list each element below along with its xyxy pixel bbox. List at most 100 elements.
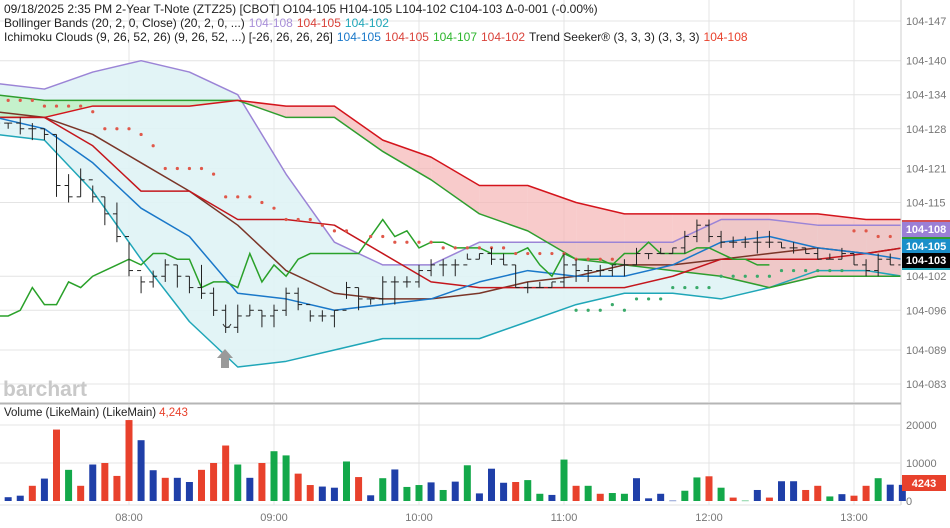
price-bar [596, 264, 605, 277]
price-bar [439, 259, 448, 277]
trend-seeker-dot-green [816, 268, 820, 273]
bollinger-upper-axis-box [902, 222, 950, 237]
trend-seeker-dot-green [671, 285, 675, 290]
price-bar [4, 122, 13, 129]
price-bar [149, 270, 158, 288]
volume-bar [28, 485, 36, 501]
trend-seeker-dot-red [514, 251, 518, 256]
trend-seeker-dot-red [320, 223, 324, 227]
volume-bar [185, 482, 193, 501]
price-bar [874, 253, 883, 277]
price-bar [463, 253, 472, 266]
trend-seeker-dot-green [779, 268, 784, 273]
trend-seeker-dot-red [224, 195, 228, 199]
time-tick-label: 12:00 [695, 512, 723, 524]
price-bar [584, 264, 593, 282]
price-tick-label: 104-115 [906, 198, 946, 210]
price-bar [825, 253, 834, 260]
low-marker-arrow-icon [217, 349, 233, 368]
ichimoku-span-b-value: 104-102 [481, 30, 526, 44]
trend-seeker-value: 104-108 [703, 30, 748, 44]
ichimoku-span-b-line [0, 99, 901, 221]
last-price-axis-label: 104-103 [906, 255, 946, 267]
price-bar [88, 179, 97, 203]
price-bar [511, 264, 520, 289]
cloud-bullish-segment [92, 100, 142, 107]
trend-seeker-dot-red [453, 246, 457, 250]
volume-bar [693, 477, 701, 501]
trend-seeker-dot-green [695, 285, 699, 290]
trend-seeker-dot-green [840, 268, 844, 273]
price-bar [427, 259, 436, 277]
volume-bar [475, 493, 483, 501]
ichimoku-base-value: 104-105 [384, 30, 429, 44]
volume-bar [210, 463, 218, 501]
price-bar [705, 219, 713, 243]
volume-bar [765, 497, 773, 501]
volume-bar [222, 445, 230, 501]
time-tick-label: 09:00 [260, 512, 288, 524]
price-bar [270, 304, 278, 328]
trend-seeker-dot-green [622, 308, 627, 312]
trend-seeker-dot-red [369, 234, 373, 239]
trend-seeker-dot-red [151, 144, 155, 148]
volume-bar [633, 478, 640, 501]
volume-bar [40, 478, 48, 501]
price-bar [632, 247, 641, 266]
cloud-bearish-segment [527, 185, 577, 260]
price-bar [185, 275, 194, 294]
trend-seeker-dot-green [634, 297, 639, 301]
volume-bar [814, 485, 822, 501]
trend-seeker-dot-red [260, 200, 264, 205]
price-bar [475, 253, 484, 260]
bollinger-legend[interactable]: Bollinger Bands (20, 2, 0, Close) (20, 2… [4, 16, 393, 30]
volume-legend[interactable]: Volume (LikeMain) (LikeMain) 4,243 [4, 407, 188, 419]
ichimoku-legend[interactable]: Ichimoku Clouds (9, 26, 52, 26) (9, 26, … [4, 30, 752, 44]
trend-seeker-dot-red [103, 127, 107, 131]
volume-bar [596, 493, 604, 501]
price-tick-label: 104-147 [906, 16, 946, 28]
volume-bar [584, 485, 592, 501]
price-bar [257, 309, 266, 328]
price-bar [76, 168, 85, 198]
trend-seeker-dot-red [586, 257, 590, 261]
trend-seeker-dot-red [115, 127, 119, 131]
volume-bar [717, 487, 725, 501]
volume-bar [258, 463, 266, 501]
volume-bar [149, 470, 157, 501]
quote-header: 09/18/2025 2:35 PM 2-Year T-Note (ZTZ25)… [4, 2, 602, 16]
price-bar [137, 270, 146, 294]
price-bar [28, 123, 37, 141]
trend-seeker-dot-red [876, 234, 880, 239]
price-bar [487, 247, 496, 265]
trend-seeker-dot-green [707, 285, 711, 290]
trend-seeker-dot-red [175, 166, 179, 171]
volume-bar [572, 485, 580, 501]
volume-axis-box [902, 475, 946, 491]
trend-seeker-dot-red [538, 251, 542, 256]
volume-bar [318, 486, 326, 501]
volume-bar [753, 489, 761, 501]
price-bar [40, 128, 49, 141]
bollinger-upper-axis-label: 104-108 [906, 224, 946, 236]
volume-bar [790, 481, 798, 501]
conversion-axis-box [902, 239, 950, 253]
trend-seeker-dot-green [791, 268, 796, 273]
price-bar [282, 287, 291, 316]
trend-seeker-dot-red [139, 132, 143, 137]
price-bar [560, 253, 568, 288]
volume-bar [657, 493, 665, 501]
trend-seeker-dot-red [79, 104, 83, 108]
price-bar [366, 298, 375, 305]
price-bar [354, 287, 363, 311]
trend-seeker-dot-green [598, 308, 602, 312]
volume-bar [524, 480, 532, 501]
cloud-bearish-segment [479, 185, 528, 231]
trend-seeker-dot-red [66, 104, 71, 108]
volume-tick-label: 20000 [906, 420, 937, 432]
volume-bar [778, 481, 785, 501]
trend-seeker-dot-red [308, 217, 312, 222]
price-bar [765, 230, 774, 248]
trend-seeker-dot-red [91, 110, 95, 114]
